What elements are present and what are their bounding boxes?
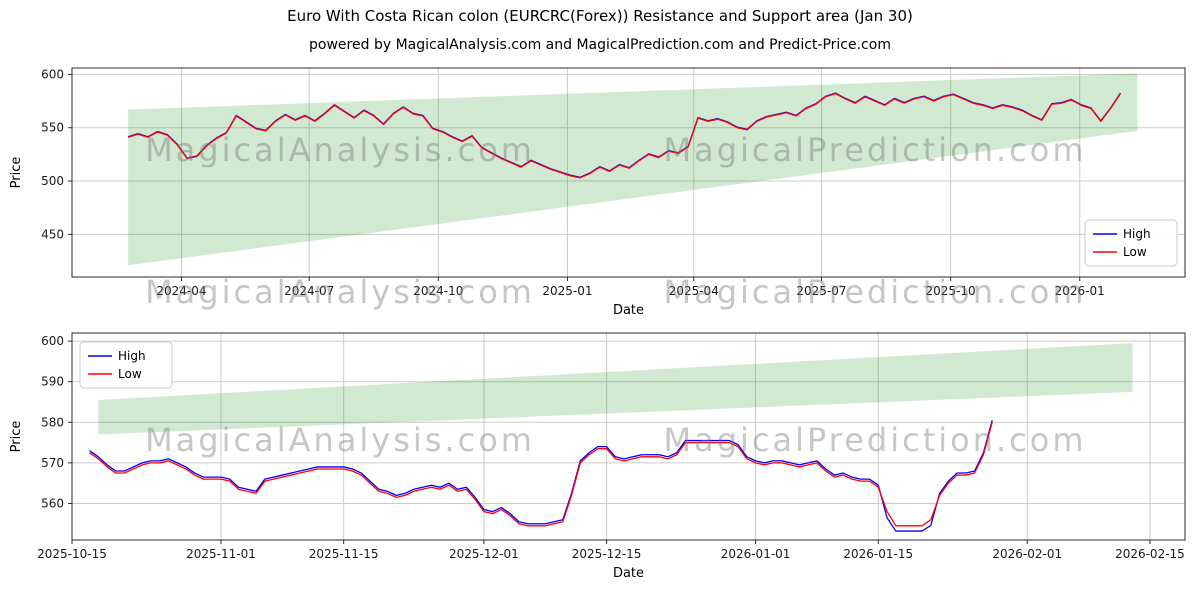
x-tick-label: 2026-01-01 xyxy=(721,547,791,561)
y-tick-label: 590 xyxy=(41,375,64,389)
support-resistance-band xyxy=(98,343,1133,435)
x-tick-label: 2025-01 xyxy=(542,284,592,298)
x-axis-label: Date xyxy=(613,566,644,581)
y-axis-label: Price xyxy=(9,421,24,453)
chart-subtitle: powered by MagicalAnalysis.com and Magic… xyxy=(309,37,891,53)
x-tick-label: 2026-01 xyxy=(1055,284,1105,298)
legend-high-label: High xyxy=(118,349,146,363)
y-tick-label: 500 xyxy=(41,174,64,188)
y-tick-label: 600 xyxy=(41,67,64,81)
x-tick-label: 2025-12-15 xyxy=(572,547,642,561)
plot-area xyxy=(72,68,1185,277)
legend-low-label: Low xyxy=(1123,245,1147,259)
y-tick-label: 560 xyxy=(41,496,64,510)
plot-area xyxy=(72,333,1185,540)
x-tick-label: 2024-07 xyxy=(284,284,334,298)
chart-title: Euro With Costa Rican colon (EURCRC(Fore… xyxy=(287,7,913,25)
y-tick-label: 580 xyxy=(41,415,64,429)
y-axis-label: Price xyxy=(9,157,24,189)
high-line xyxy=(89,420,993,532)
x-tick-label: 2024-10 xyxy=(413,284,463,298)
axes: 450 500 550 600 2024-04 2024-07 2024-10 2025-01… xyxy=(9,67,1186,318)
x-tick-label: 2025-10-15 xyxy=(37,547,107,561)
x-tick-label: 2025-11-01 xyxy=(186,547,256,561)
x-tick-label: 2025-04 xyxy=(669,284,719,298)
x-axis-label: Date xyxy=(613,303,644,318)
x-tick-label: 2025-10 xyxy=(926,284,976,298)
axes: 560 570 580 590 600 2025-10-15 2025-11-01 2025-… xyxy=(9,332,1186,581)
y-tick-label: 600 xyxy=(41,334,64,348)
low-line xyxy=(89,422,993,527)
x-tick-label: 2025-07 xyxy=(796,284,846,298)
x-tick-label: 2025-12-01 xyxy=(449,547,519,561)
low-line xyxy=(127,92,1121,179)
legend-box xyxy=(79,341,173,389)
legend-low-label: Low xyxy=(118,367,142,381)
y-tick-label: 450 xyxy=(41,227,64,241)
x-tick-label: 2024-04 xyxy=(156,284,206,298)
axes-border xyxy=(71,67,1186,278)
legend-high-label: High xyxy=(1123,227,1151,241)
x-tick-label: 2026-02-01 xyxy=(992,547,1062,561)
legend-box xyxy=(1084,219,1178,267)
axes-border xyxy=(71,332,1186,541)
x-tick-label: 2026-02-15 xyxy=(1115,547,1185,561)
x-tick-label: 2025-11-15 xyxy=(309,547,379,561)
x-tick-label: 2026-01-15 xyxy=(843,547,913,561)
y-tick-label: 570 xyxy=(41,456,64,470)
y-tick-label: 550 xyxy=(41,121,64,135)
